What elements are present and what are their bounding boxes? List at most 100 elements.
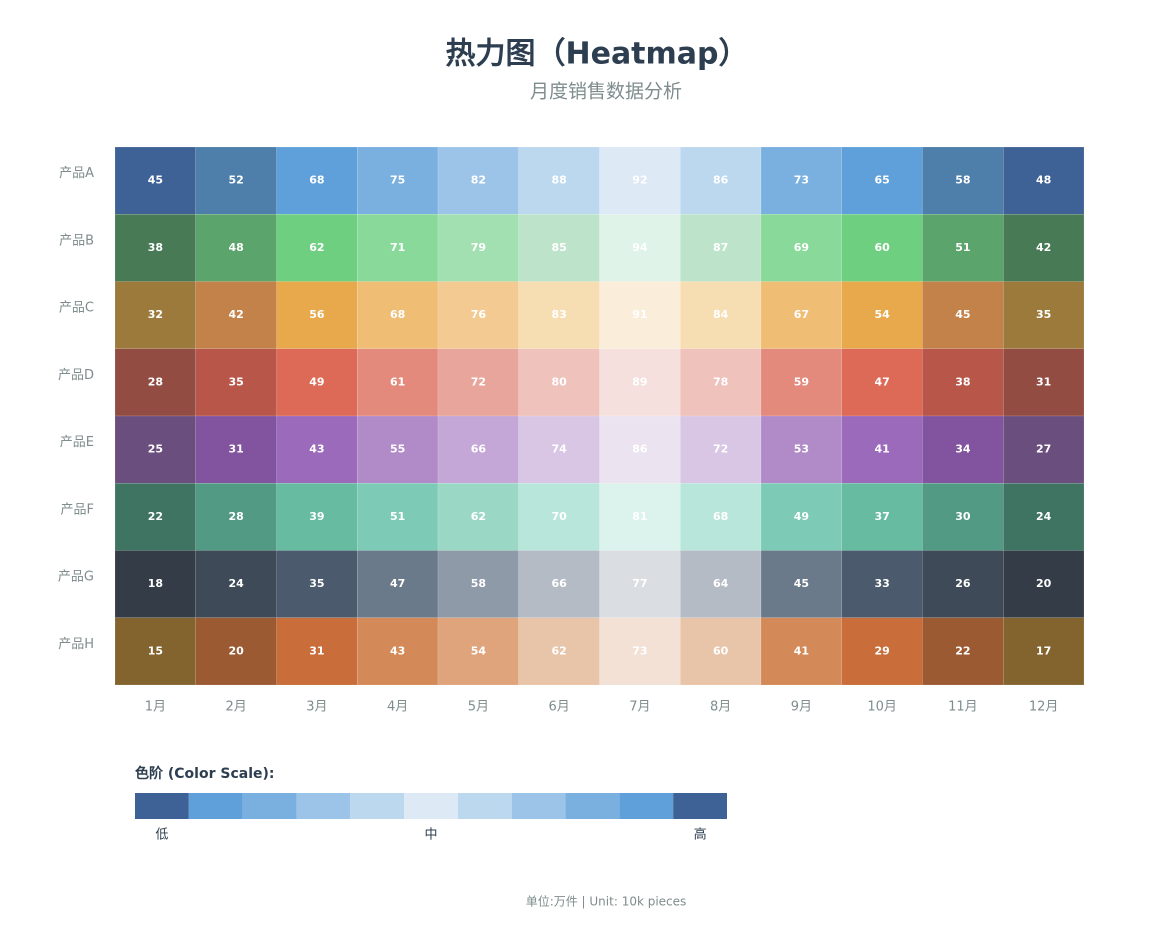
heat-cell [922,281,1004,349]
heat-cell [760,214,842,282]
heat-cell [195,348,277,417]
heat-cell [357,214,439,282]
heat-cell [195,483,277,551]
heat-cell [1003,348,1085,417]
cell-label: 64 [713,577,729,590]
cell-label: 45 [955,308,970,321]
scale-swatch [350,793,405,819]
heat-cell [680,214,762,282]
cell-label: 29 [874,644,889,657]
chart-subtitle: 月度销售数据分析 [530,81,682,103]
cell-label: 47 [874,375,889,388]
heat-cell [680,348,762,417]
heat-cell [518,214,600,282]
cell-label: 71 [390,241,405,254]
cell-label: 61 [390,375,405,388]
scale-swatch [673,793,727,819]
cell-label: 66 [471,443,487,456]
y-tick-label: 产品F [61,502,94,517]
heat-cell [922,550,1004,618]
cell-label: 86 [632,443,648,456]
heat-cell [922,348,1004,417]
cell-label: 41 [874,443,889,456]
x-tick-label: 4月 [387,700,408,715]
x-tick-label: 6月 [548,700,569,715]
heat-cell [1003,550,1085,618]
cell-label: 48 [228,241,243,254]
cell-label: 49 [794,510,809,523]
cell-label: 38 [955,375,970,388]
heat-cell [357,348,439,417]
heat-cell [599,483,681,551]
y-tick-label: 产品E [60,435,94,450]
x-tick-label: 7月 [629,700,650,715]
heat-cell [195,146,277,215]
heat-cell [760,483,842,551]
heat-cell [841,550,923,618]
heat-cell [841,146,923,215]
heat-cell [841,617,923,686]
cell-label: 68 [309,174,324,187]
cell-label: 43 [390,644,405,657]
cell-label: 42 [1036,241,1051,254]
heat-cell [922,483,1004,551]
cell-label: 41 [794,644,809,657]
heat-cell [276,214,358,282]
cell-label: 62 [309,241,324,254]
heat-cell [518,146,600,215]
heat-cell [195,617,277,686]
heat-cell [518,483,600,551]
cell-label: 70 [551,510,567,523]
heat-cell [437,214,519,282]
cell-label: 80 [551,375,567,388]
heat-cell [680,483,762,551]
heat-cell [114,550,196,618]
cell-label: 20 [1036,577,1052,590]
heat-cell [276,415,358,484]
cell-label: 54 [874,308,890,321]
cell-label: 39 [309,510,324,523]
cell-label: 85 [551,241,566,254]
cell-label: 28 [228,510,243,523]
cell-label: 22 [955,644,970,657]
scale-swatch [457,793,512,819]
heat-cell [599,281,681,349]
x-tick-label: 10月 [867,700,897,715]
cell-label: 92 [632,174,647,187]
cell-label: 88 [551,174,566,187]
heat-cell [114,617,196,686]
heat-cell [680,146,762,215]
cell-label: 53 [794,443,809,456]
scale-swatch [404,793,458,819]
heat-cell [922,415,1004,484]
heat-cell [195,415,277,484]
heat-cell [114,146,196,215]
heat-cell [437,281,519,349]
cell-label: 35 [309,577,324,590]
heat-cell [680,415,762,484]
heat-cell [276,281,358,349]
cell-label: 68 [390,308,405,321]
scale-swatch [619,793,674,819]
cell-label: 27 [1036,443,1051,456]
cell-label: 78 [713,375,728,388]
scale-label: 低 [155,828,168,843]
cell-label: 51 [955,241,970,254]
heat-cell [1003,483,1085,551]
cell-label: 58 [471,577,486,590]
cell-label: 73 [632,644,647,657]
heat-cell [841,281,923,349]
cell-label: 81 [632,510,647,523]
cell-label: 51 [390,510,405,523]
cell-label: 31 [1036,375,1051,388]
cell-label: 24 [228,577,244,590]
x-tick-label: 8月 [710,700,731,715]
y-tick-label: 产品C [59,301,94,316]
cell-label: 62 [551,644,566,657]
scale-swatch [296,793,351,819]
y-tick-label: 产品H [58,637,94,652]
heat-cell [599,617,681,686]
cell-label: 65 [874,174,889,187]
x-tick-label: 2月 [225,700,246,715]
heat-cell [1003,146,1085,215]
